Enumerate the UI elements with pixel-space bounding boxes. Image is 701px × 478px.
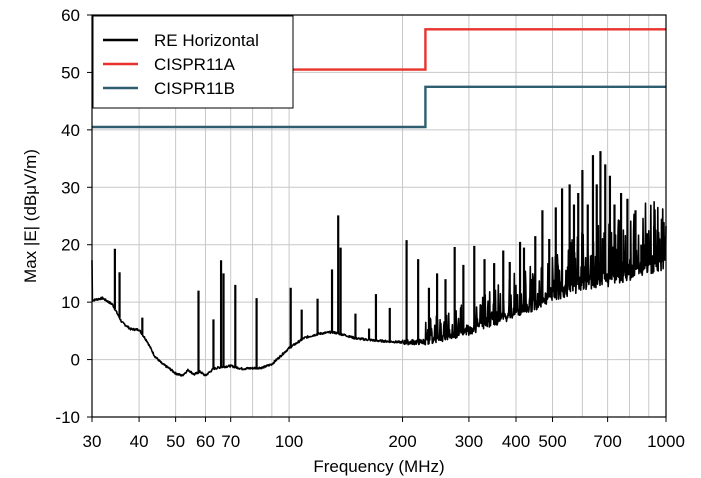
y-tick-label: 0: [71, 351, 80, 370]
y-tick-label: 60: [61, 6, 80, 25]
legend-label: RE Horizontal: [154, 31, 259, 50]
y-axis-title: Max |E| (dBμV/m): [21, 149, 40, 283]
x-tick-label: 1000: [647, 432, 685, 451]
y-tick-label: 50: [61, 63, 80, 82]
y-tick-label: 40: [61, 121, 80, 140]
x-tick-label: 300: [455, 432, 483, 451]
x-tick-label: 60: [196, 432, 215, 451]
x-tick-label: 100: [275, 432, 303, 451]
y-tick-label: 30: [61, 178, 80, 197]
x-tick-label: 40: [130, 432, 149, 451]
series-line-re-horizontal: [91, 201, 667, 377]
legend: RE Horizontal CISPR11A CISPR11B: [92, 15, 294, 109]
legend-box: [92, 15, 294, 109]
plot-frame: [91, 14, 667, 418]
x-axis-title: Frequency (MHz): [313, 457, 444, 476]
x-tick-label: 700: [593, 432, 621, 451]
series-line-cispr11b: [92, 85, 666, 129]
axis-ticks: 30 40 50 60 70 100 200 300 400 500 700 1000 -10 0 10 20…: [55, 6, 684, 451]
x-tick-label: 400: [502, 432, 530, 451]
x-tick-label: 500: [538, 432, 566, 451]
legend-label: CISPR11A: [154, 55, 236, 74]
y-tick-label: 20: [61, 236, 80, 255]
x-tick-label: 30: [83, 432, 102, 451]
x-tick-label: 70: [221, 432, 240, 451]
legend-label: CISPR11B: [154, 79, 235, 98]
x-tick-label: 50: [166, 432, 185, 451]
y-tick-label: -10: [55, 408, 80, 427]
y-tick-label: 10: [61, 293, 80, 312]
x-tick-label: 200: [388, 432, 416, 451]
